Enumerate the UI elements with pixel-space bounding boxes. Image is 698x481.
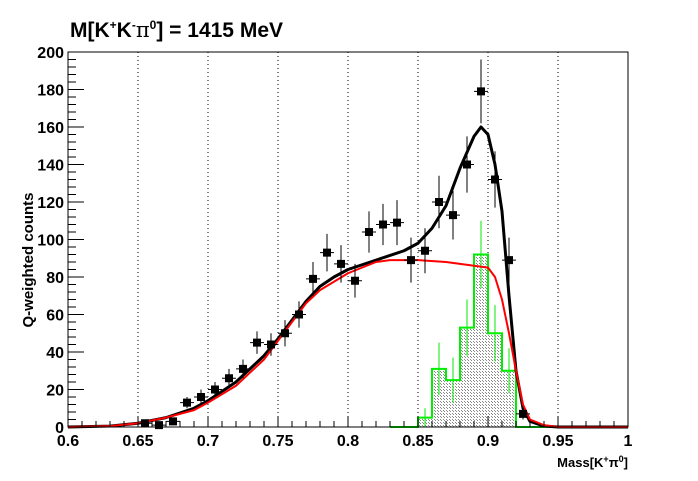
background-curve	[67, 259, 628, 428]
y-tick-label: 80	[46, 270, 64, 287]
data-point	[323, 248, 331, 257]
data-point	[463, 160, 471, 169]
data-point	[337, 259, 345, 268]
x-tick-label: 0.65	[122, 433, 153, 450]
data-point	[491, 175, 499, 184]
data-point	[169, 417, 177, 426]
data-point	[477, 87, 485, 96]
data-point	[295, 310, 303, 319]
data-point	[449, 211, 457, 220]
data-point	[365, 228, 373, 236]
y-tick-label: 60	[46, 308, 64, 325]
data-point	[141, 419, 149, 428]
x-tick-label: 0.9	[477, 433, 499, 450]
chart-title: M[K+K-π0] = 1415 MeV	[70, 18, 283, 42]
data-point	[407, 256, 415, 265]
y-tick-label: 100	[37, 233, 64, 250]
y-tick-label: 0	[55, 420, 64, 437]
x-tick-label: 1	[624, 433, 633, 450]
data-point	[183, 398, 191, 407]
data-point	[253, 338, 261, 347]
data-point	[225, 374, 233, 383]
x-tick-label: 0.8	[337, 433, 359, 450]
data-point	[519, 409, 527, 418]
data-point	[281, 329, 289, 338]
data-point	[505, 256, 513, 265]
y-tick-label: 120	[37, 195, 64, 212]
data-point	[393, 218, 401, 227]
y-tick-label: 20	[46, 383, 64, 400]
data-point	[421, 246, 429, 255]
data-point	[309, 274, 317, 283]
data-point	[351, 276, 359, 285]
data-point	[211, 385, 219, 394]
histogram-fill	[390, 254, 628, 427]
x-tick-label: 0.7	[197, 433, 219, 450]
x-axis-label: Mass[K+π0]	[557, 454, 628, 470]
x-tick-label: 0.75	[262, 433, 293, 450]
x-tick-label: 0.85	[402, 433, 433, 450]
x-tick-label: 0.6	[57, 433, 79, 450]
data-point	[239, 364, 247, 373]
y-tick-label: 180	[37, 83, 64, 100]
y-axis-label: Q-weighted counts	[20, 193, 37, 328]
y-tick-label: 40	[46, 345, 64, 362]
data-point	[267, 340, 275, 349]
y-tick-label: 160	[37, 120, 64, 137]
y-tick-label: 140	[37, 158, 64, 175]
y-tick-label: 200	[37, 45, 64, 62]
data-point	[155, 421, 163, 430]
data-point	[379, 220, 387, 229]
x-tick-label: 0.95	[542, 433, 573, 450]
data-point	[435, 198, 443, 206]
data-point	[197, 393, 205, 401]
